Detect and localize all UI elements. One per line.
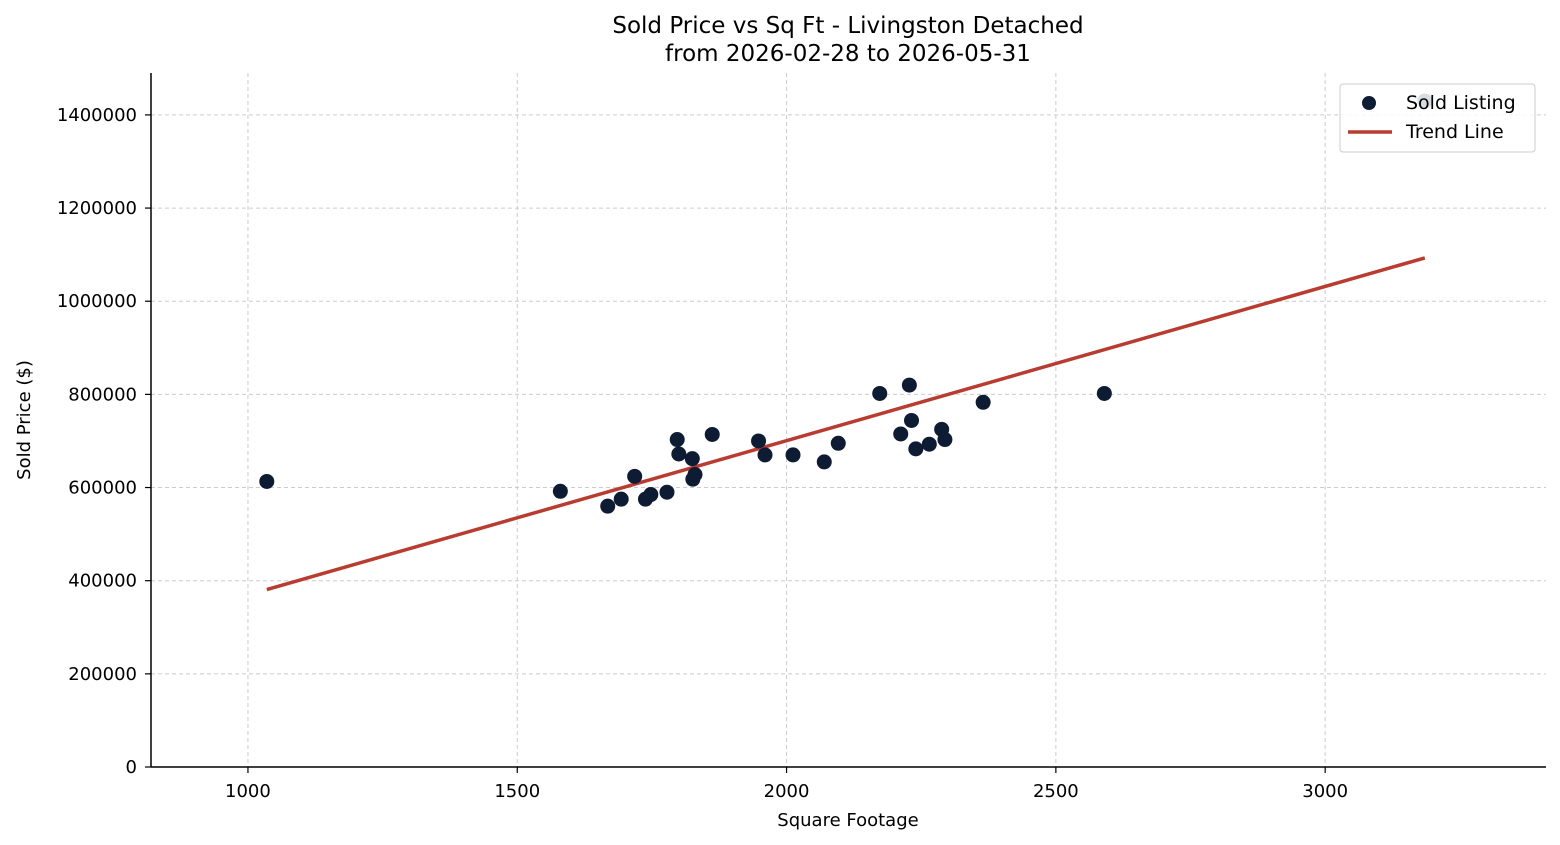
data-points: [259, 93, 1433, 514]
scatter-point: [643, 487, 659, 503]
legend-label-trend-line: Trend Line: [1405, 121, 1504, 143]
x-tick-label: 1500: [494, 781, 540, 802]
scatter-point: [908, 441, 924, 457]
scatter-point: [901, 377, 917, 393]
scatter-point: [704, 426, 720, 442]
scatter-point: [627, 468, 643, 484]
legend: Sold Listing Trend Line: [1339, 83, 1536, 153]
legend-box: [1339, 83, 1536, 153]
x-tick-label: 2500: [1033, 781, 1079, 802]
y-tick-label: 800000: [68, 384, 137, 405]
scatter-point: [671, 446, 687, 462]
trend-line: [266, 256, 1426, 592]
y-tick-label: 1200000: [57, 198, 137, 219]
scatter-point: [684, 451, 700, 467]
x-tick-label: 3000: [1302, 781, 1348, 802]
x-axis-ticks: 1000 1500 2000 2500 3000: [225, 767, 1348, 802]
scatter-point: [552, 483, 568, 499]
y-tick-label: 1000000: [57, 291, 137, 312]
scatter-point: [1096, 385, 1112, 401]
y-tick-label: 600000: [68, 478, 137, 499]
scatter-point: [904, 412, 920, 428]
chart-title: Sold Price vs Sq Ft - Livingston Detache…: [612, 13, 1083, 39]
scatter-point: [785, 447, 801, 463]
y-tick-label: 200000: [68, 664, 137, 685]
scatter-point: [259, 473, 275, 489]
scatter-point: [872, 385, 888, 401]
scatter-point: [816, 454, 832, 470]
trend-line-layer: [266, 256, 1426, 592]
x-axis-label: Square Footage: [777, 810, 918, 831]
x-tick-label: 2000: [764, 781, 810, 802]
scatter-point: [830, 435, 846, 451]
x-tick-label: 1000: [225, 781, 271, 802]
scatter-point: [687, 466, 703, 482]
scatter-point: [751, 433, 767, 449]
y-tick-label: 0: [126, 757, 137, 778]
scatter-point: [669, 432, 685, 448]
scatter-point: [757, 447, 773, 463]
y-axis-ticks: 0 200000 400000 600000 800000 1000000 1200000 1…: [57, 105, 151, 778]
legend-label-sold-listing: Sold Listing: [1406, 92, 1516, 114]
y-axis-label: Sold Price ($): [14, 360, 35, 480]
scatter-point: [659, 484, 675, 500]
scatter-point: [921, 436, 937, 452]
scatter-point: [600, 498, 616, 514]
scatter-point: [937, 432, 953, 448]
y-tick-label: 400000: [68, 571, 137, 592]
scatter-point: [975, 394, 991, 410]
grid-lines: [151, 73, 1546, 767]
scatter-point: [613, 491, 629, 507]
legend-marker-sold-listing: [1362, 96, 1376, 110]
y-tick-label: 1400000: [57, 105, 137, 126]
chart-subtitle: from 2026-02-28 to 2026-05-31: [665, 41, 1031, 67]
scatter-point: [893, 426, 909, 442]
